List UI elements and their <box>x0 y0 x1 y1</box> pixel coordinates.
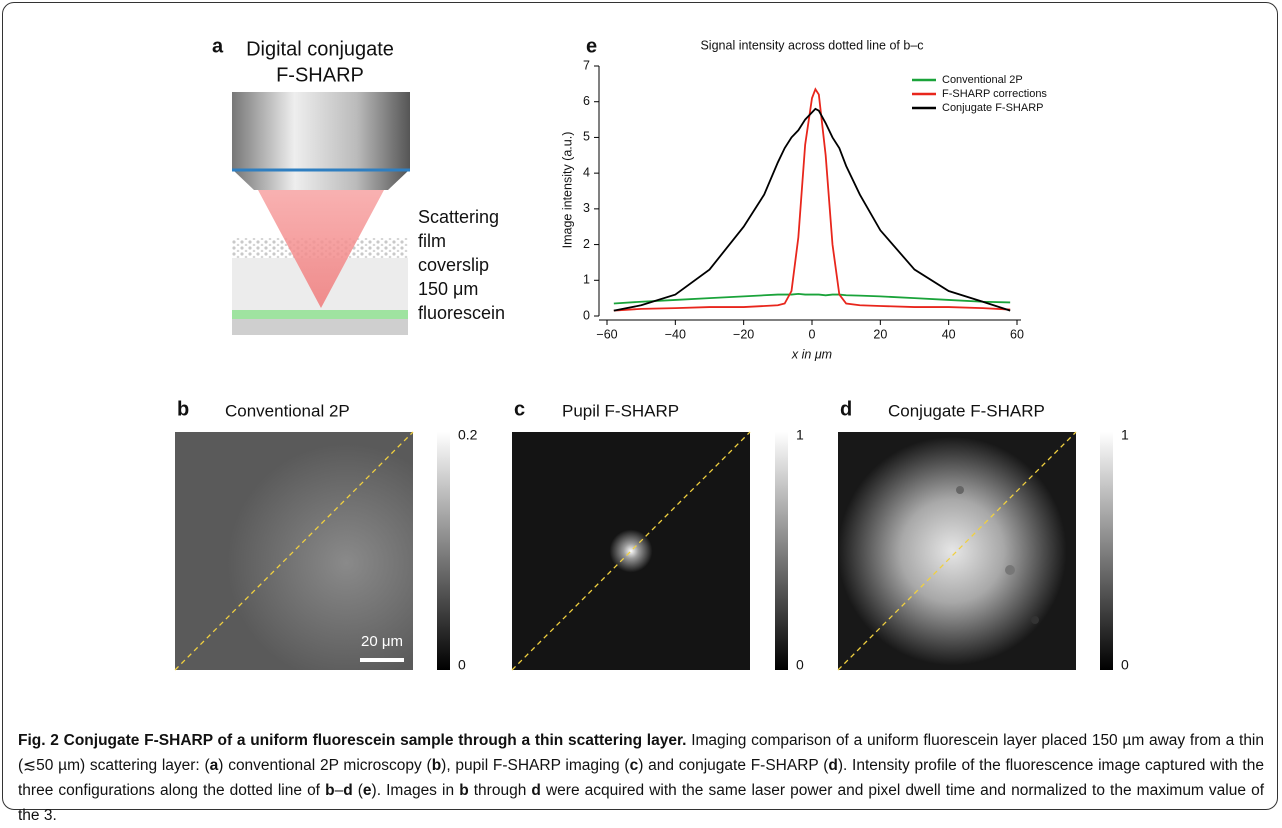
caption-text: ). Images in <box>372 782 460 799</box>
panel-letter: d <box>840 398 852 420</box>
caption: Fig. 2 Conjugate F-SHARP of a uniform fl… <box>18 728 1264 828</box>
caption-text: through <box>469 782 532 799</box>
objective <box>232 92 410 170</box>
legend-label: Conjugate F-SHARP <box>942 102 1044 114</box>
x-tick-label: −60 <box>596 327 617 341</box>
y-tick-label: 4 <box>583 165 590 179</box>
chart-title: Signal intensity across dotted line of b… <box>700 38 923 52</box>
image <box>512 432 750 670</box>
x-tick-label: −40 <box>665 327 686 341</box>
label: fluorescein <box>418 303 505 323</box>
colorbar <box>1100 432 1113 670</box>
colorbar-label: 0.2 <box>458 427 478 443</box>
caption-text: b <box>325 782 334 799</box>
caption-text: ), pupil F-SHARP imaging ( <box>441 757 629 774</box>
panel-letter: c <box>514 398 525 420</box>
panel-d <box>838 432 1113 670</box>
image <box>838 432 1076 670</box>
caption-text: b <box>432 757 441 774</box>
y-tick-label: 0 <box>583 308 590 322</box>
y-tick-label: 1 <box>583 273 590 287</box>
caption-text: d <box>531 782 540 799</box>
colorbar-label: 1 <box>1121 427 1129 443</box>
panel-title: Digital conjugate <box>246 38 394 60</box>
series-line <box>614 89 1010 310</box>
caption-text: – <box>335 782 344 799</box>
fluorescein <box>232 310 408 319</box>
legend-label: F-SHARP corrections <box>942 88 1047 100</box>
panel-title: F-SHARP <box>276 64 364 86</box>
label: 150 μm <box>418 279 478 299</box>
caption-text: b <box>459 782 468 799</box>
y-axis-label: Image intensity (a.u.) <box>560 132 574 249</box>
label: coverslip <box>418 255 489 275</box>
caption-text: ) and conjugate F-SHARP ( <box>638 757 828 774</box>
panel-title: Conjugate F-SHARP <box>888 401 1045 420</box>
y-tick-label: 3 <box>583 201 590 215</box>
x-axis-label: x in μm <box>791 347 832 361</box>
base <box>232 319 408 335</box>
x-tick-label: −20 <box>733 327 754 341</box>
y-tick-label: 2 <box>583 237 590 251</box>
panel-letter: e <box>586 35 597 57</box>
panel-a: a Digital conjugate F-SHARP Scattering f… <box>212 35 505 335</box>
caption-text: d <box>828 757 837 774</box>
scale-bar-label: 20 μm <box>361 633 403 650</box>
colorbar-label: 1 <box>796 427 804 443</box>
colorbar-label: 0 <box>796 657 804 673</box>
panel-title: Pupil F-SHARP <box>562 401 679 420</box>
y-tick-label: 6 <box>583 94 590 108</box>
legend-label: Conventional 2P <box>942 74 1023 86</box>
colorbar-label: 0 <box>1121 657 1129 673</box>
panel-c <box>512 432 788 670</box>
caption-text: ( <box>353 782 363 799</box>
figure: a Digital conjugate F-SHARP Scattering f… <box>0 0 1282 725</box>
caption-text: d <box>343 782 352 799</box>
caption-text: Fig. 2 Conjugate F-SHARP of a uniform fl… <box>18 732 686 749</box>
panel-letter: b <box>177 398 189 420</box>
x-tick-label: 40 <box>942 327 956 341</box>
x-tick-label: 60 <box>1010 327 1024 341</box>
objective-tip <box>234 171 408 190</box>
speck <box>956 486 964 494</box>
panel-letter: a <box>212 35 224 57</box>
colorbar-label: 0 <box>458 657 466 673</box>
x-tick-label: 20 <box>873 327 887 341</box>
y-tick-label: 5 <box>583 130 590 144</box>
caption-text: a <box>210 757 219 774</box>
caption-text: e <box>363 782 372 799</box>
x-tick-label: 0 <box>809 327 816 341</box>
caption-text: c <box>630 757 639 774</box>
speck <box>1031 616 1039 624</box>
panel-b: 20 μm <box>175 432 450 670</box>
series-line <box>614 109 1010 311</box>
colorbar <box>437 432 450 670</box>
panel-title: Conventional 2P <box>225 401 350 420</box>
colorbar <box>775 432 788 670</box>
caption-text: ) conventional 2P microscopy ( <box>218 757 431 774</box>
speck <box>1005 565 1015 575</box>
label: Scattering <box>418 207 499 227</box>
y-tick-label: 7 <box>583 58 590 72</box>
label: film <box>418 231 446 251</box>
